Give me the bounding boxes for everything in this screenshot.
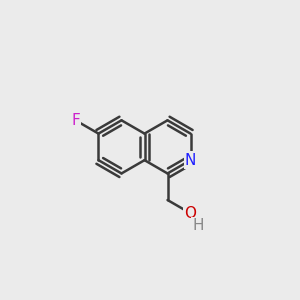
Text: F: F [71, 113, 80, 128]
Text: O: O [184, 206, 196, 221]
Text: N: N [185, 153, 196, 168]
Text: H: H [192, 218, 204, 233]
